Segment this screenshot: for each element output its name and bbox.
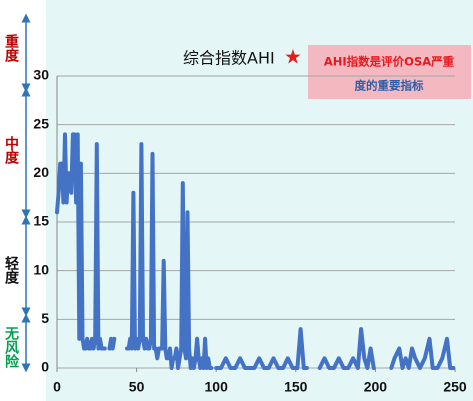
severity-label: 中度 bbox=[3, 135, 19, 165]
y-tick-label: 15 bbox=[33, 213, 49, 229]
label-bg bbox=[2, 32, 20, 66]
label-bg bbox=[2, 254, 20, 288]
y-tick-label: 25 bbox=[33, 115, 49, 131]
x-tick-label: 250 bbox=[443, 379, 467, 395]
y-tick-label: 10 bbox=[33, 261, 49, 277]
data-line bbox=[55, 132, 456, 370]
y-tick-label: 20 bbox=[33, 164, 49, 180]
y-tick-label: 5 bbox=[41, 310, 49, 326]
x-tick-label: 100 bbox=[205, 379, 229, 395]
severity-label: 无风险 bbox=[3, 326, 20, 369]
severity-label: 轻度 bbox=[3, 255, 19, 285]
chart-title: 综合指数AHI bbox=[183, 49, 275, 68]
x-tick-label: 150 bbox=[284, 379, 308, 395]
label-bg bbox=[2, 134, 20, 168]
x-tick-label: 200 bbox=[364, 379, 388, 395]
y-tick-label: 30 bbox=[33, 67, 49, 83]
note-box bbox=[308, 45, 471, 99]
x-tick-label: 0 bbox=[53, 379, 61, 395]
note-text: 度的重要指标 bbox=[355, 79, 424, 93]
title-star: ★ bbox=[284, 45, 302, 69]
severity-label: 重度 bbox=[3, 33, 19, 63]
label-bg bbox=[2, 324, 20, 376]
y-tick-label: 0 bbox=[41, 359, 49, 375]
x-tick-label: 50 bbox=[129, 379, 145, 395]
note-text: AHI指数是评价OSA严重 bbox=[324, 55, 455, 69]
